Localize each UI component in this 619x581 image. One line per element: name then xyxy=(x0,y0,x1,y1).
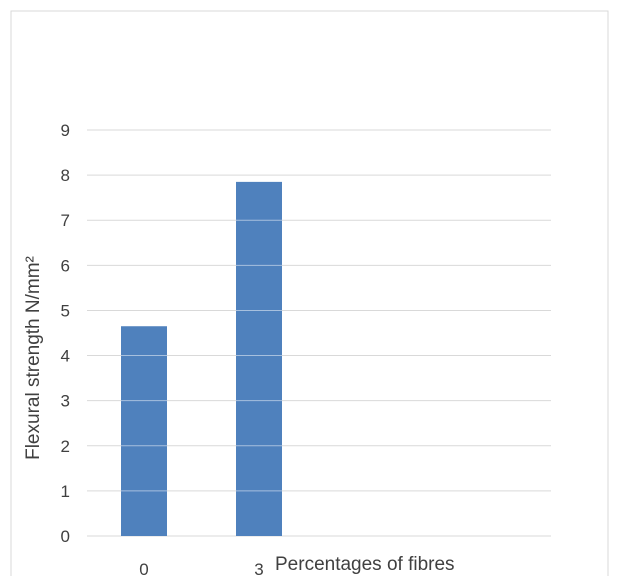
y-tick-label: 5 xyxy=(61,301,70,320)
bar-0 xyxy=(121,326,167,536)
y-tick-label: 9 xyxy=(61,121,70,140)
chart-border xyxy=(10,10,609,581)
x-tick-label: 3 xyxy=(254,560,263,576)
bar-3 xyxy=(236,181,282,536)
x-axis-label: Percentages of fibres xyxy=(275,554,455,575)
y-tick-label: 7 xyxy=(61,211,70,230)
y-axis-label: Flexural strength N/mm² xyxy=(23,256,44,460)
y-tick-label: 6 xyxy=(61,256,70,275)
bars xyxy=(121,181,282,536)
y-tick-label: 3 xyxy=(61,392,70,411)
y-tick-label: 0 xyxy=(61,527,70,546)
y-tick-label: 8 xyxy=(61,166,70,185)
gridlines-overlay xyxy=(121,219,282,492)
y-tick-label: 2 xyxy=(61,437,70,456)
x-tick-label: 0 xyxy=(139,560,148,576)
y-tick-label: 4 xyxy=(61,347,70,366)
y-tick-label: 1 xyxy=(61,482,70,501)
y-axis-tick-labels: 0 1 2 3 4 5 6 7 8 9 xyxy=(61,121,70,546)
